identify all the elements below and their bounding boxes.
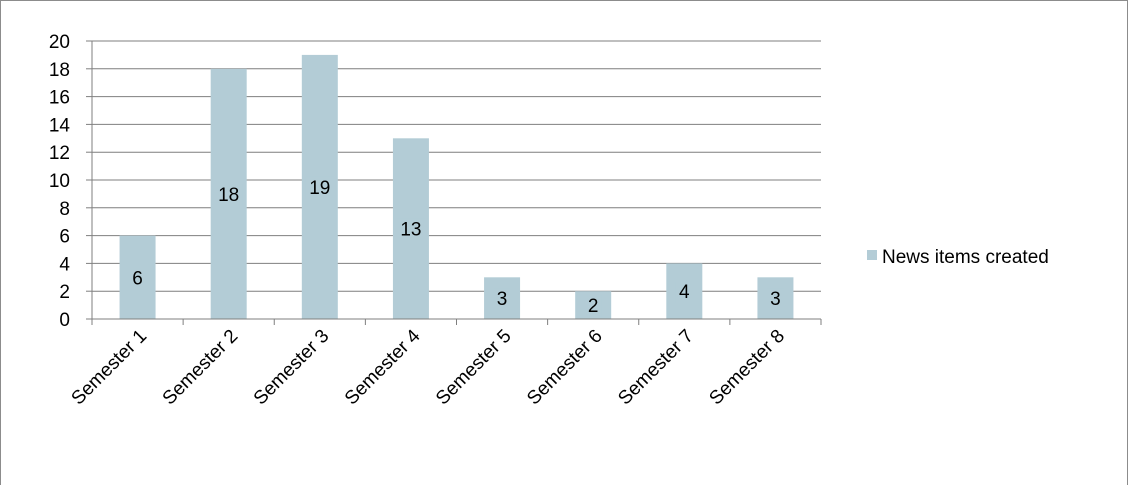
x-tick-label: Semester 4: [341, 325, 425, 409]
data-label: 19: [309, 178, 330, 199]
x-tick-label: Semester 2: [159, 326, 243, 410]
x-tick-label: Semester 3: [250, 326, 334, 410]
data-label-bg: [396, 218, 425, 241]
x-tick-label: Semester 7: [614, 326, 698, 410]
data-label: 4: [679, 282, 690, 303]
data-label-bg: [305, 176, 334, 199]
data-label-bg: [214, 183, 243, 206]
y-tick-label: 12: [49, 143, 70, 164]
x-tick-label: Semester 1: [68, 326, 152, 410]
data-label: 18: [218, 185, 239, 206]
data-label-bg: [766, 288, 784, 311]
x-tick-label: Semester 5: [432, 326, 516, 410]
gridlines: [92, 40, 821, 292]
data-label: 2: [588, 296, 599, 317]
x-tick-label: Semester 6: [523, 326, 607, 410]
data-label-bg: [675, 281, 693, 304]
data-label: 3: [770, 289, 781, 310]
data-labels: 6 18 19 13 3 2 4 3: [129, 176, 784, 318]
legend: News items created: [867, 247, 1049, 268]
y-tick-label: 2: [59, 282, 70, 303]
y-tick-label: 14: [49, 115, 71, 136]
y-tick-label: 18: [49, 60, 70, 81]
data-label-bg: [129, 267, 147, 290]
y-tick-label: 8: [59, 199, 70, 220]
y-tick-label: 10: [49, 171, 70, 192]
data-label-bg: [493, 288, 511, 311]
x-tick-label: Semester 8: [705, 326, 789, 410]
data-label: 3: [497, 289, 508, 310]
data-label: 6: [132, 268, 143, 289]
y-tick-label: 16: [49, 88, 70, 109]
y-tick-label: 6: [59, 227, 70, 248]
y-tick-label: 4: [59, 254, 70, 275]
legend-label: News items created: [882, 247, 1049, 268]
legend-swatch: [867, 250, 877, 260]
data-label: 13: [400, 220, 421, 241]
data-label-bg: [584, 295, 602, 318]
y-tick-label: 20: [49, 32, 70, 53]
y-tick-label: 0: [59, 310, 70, 331]
